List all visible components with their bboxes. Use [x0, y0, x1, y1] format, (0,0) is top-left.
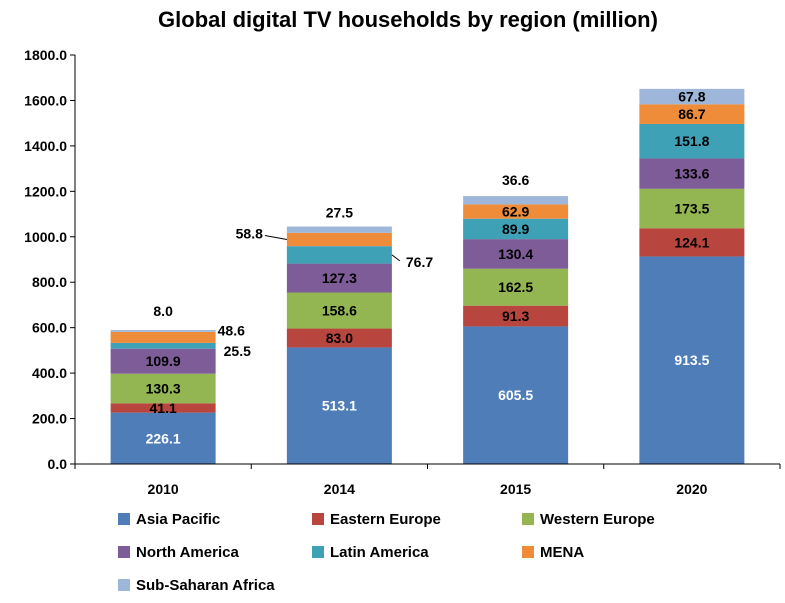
data-label: 36.6 [502, 172, 529, 188]
legend-swatch [118, 579, 130, 591]
data-label: 130.4 [498, 246, 533, 262]
y-tick-label: 400.0 [32, 365, 67, 381]
bar-segment [111, 332, 216, 343]
legend-label: Sub-Saharan Africa [136, 577, 275, 594]
data-label: 151.8 [674, 133, 709, 149]
data-label: 173.5 [674, 201, 709, 217]
data-label: 605.5 [498, 387, 533, 403]
y-tick-label: 1000.0 [24, 229, 67, 245]
data-label: 58.8 [236, 225, 263, 241]
y-tick-label: 1200.0 [24, 183, 67, 199]
chart-title: Global digital TV households by region (… [158, 7, 658, 32]
x-tick-label: 2014 [324, 481, 355, 497]
data-label: 25.5 [224, 343, 251, 359]
y-tick-label: 1800.0 [24, 47, 67, 63]
data-label: 913.5 [674, 352, 709, 368]
data-label: 8.0 [153, 303, 173, 319]
legend-label: Eastern Europe [330, 511, 441, 528]
x-tick-label: 2015 [500, 481, 531, 497]
y-tick-label: 200.0 [32, 411, 67, 427]
data-label: 162.5 [498, 279, 533, 295]
legend-label: Western Europe [540, 511, 655, 528]
data-label: 62.9 [502, 204, 529, 220]
legend-label: North America [136, 544, 239, 561]
bar-segment [287, 227, 392, 233]
y-tick-label: 600.0 [32, 320, 67, 336]
data-label-leader [392, 255, 400, 261]
data-label: 124.1 [674, 234, 709, 250]
legend-label: Latin America [330, 544, 429, 561]
bar-segment [111, 343, 216, 349]
bar-segment [287, 233, 392, 246]
y-tick-label: 1400.0 [24, 138, 67, 154]
y-tick-label: 800.0 [32, 274, 67, 290]
data-label: 513.1 [322, 398, 357, 414]
bar-segment [287, 246, 392, 263]
y-tick-label: 0.0 [48, 456, 68, 472]
data-label: 109.9 [146, 353, 181, 369]
legend-label: MENA [540, 544, 584, 561]
y-tick-label: 1600.0 [24, 92, 67, 108]
stacked-bar-chart: Global digital TV households by region (… [0, 0, 785, 603]
legend-swatch [118, 513, 130, 525]
bar-segment [111, 330, 216, 332]
data-label: 158.6 [322, 303, 357, 319]
data-label: 89.9 [502, 221, 529, 237]
data-label: 226.1 [146, 430, 181, 446]
data-label-leader [265, 235, 287, 239]
data-label: 41.1 [150, 400, 177, 416]
legend-label: Asia Pacific [136, 511, 220, 528]
data-label: 48.6 [218, 322, 245, 338]
legend-swatch [118, 546, 130, 558]
data-label: 127.3 [322, 270, 357, 286]
legend-swatch [522, 546, 534, 558]
data-label: 27.5 [326, 205, 353, 221]
x-tick-label: 2020 [676, 481, 707, 497]
data-label: 67.8 [678, 89, 705, 105]
data-label: 91.3 [502, 308, 529, 324]
data-label: 86.7 [678, 106, 705, 122]
data-label: 130.3 [146, 380, 181, 396]
data-label: 133.6 [674, 166, 709, 182]
x-tick-label: 2010 [148, 481, 179, 497]
legend-swatch [312, 546, 324, 558]
data-label: 83.0 [326, 330, 353, 346]
data-label: 76.7 [406, 254, 433, 270]
legend-swatch [312, 513, 324, 525]
legend-swatch [522, 513, 534, 525]
